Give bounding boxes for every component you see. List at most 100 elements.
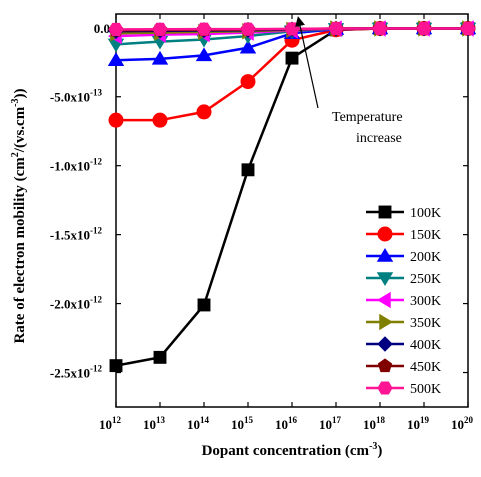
legend-label: 350K xyxy=(410,316,441,331)
triangle-up-marker xyxy=(376,248,394,262)
y-tick-label-exp: -12 xyxy=(90,157,102,167)
x-tick-label-exp: 14 xyxy=(200,415,210,425)
x-axis-title-sup: -3 xyxy=(369,441,377,452)
y-axis-title-main: Rate of electron mobility (cm xyxy=(12,157,28,344)
circle-marker xyxy=(196,104,212,120)
x-axis-title-end: ) xyxy=(377,443,382,459)
x-tick-label: 1019 xyxy=(407,415,430,432)
temperature-arrow xyxy=(295,16,319,109)
x-tick-label-base: 10 xyxy=(451,417,464,432)
x-tick-label-exp: 19 xyxy=(420,415,430,425)
y-tick-label: -1.0x10-12 xyxy=(50,157,103,174)
triangle-down-marker xyxy=(376,272,394,286)
legend-label: 100K xyxy=(410,206,441,221)
legend: 100K 150K 200K 250K 300K 350K 400K 450K 500K xyxy=(366,205,441,397)
x-tick-label: 1015 xyxy=(231,415,254,432)
y-tick-label-exp: -12 xyxy=(90,364,102,374)
y-axis-title-sup2: -3 xyxy=(10,98,21,106)
triangle-up-marker xyxy=(151,50,169,65)
hexagon-marker xyxy=(416,21,432,36)
legend-label: 450K xyxy=(410,360,441,375)
legend-label: 250K xyxy=(410,272,441,287)
y-axis-title: Rate of electron mobility (cm2/(vs.cm-3)… xyxy=(10,88,28,343)
x-tick-label-exp: 12 xyxy=(112,415,122,425)
x-tick-label: 1017 xyxy=(319,415,342,432)
hexagon-marker xyxy=(240,22,256,36)
legend-label: 150K xyxy=(410,228,441,243)
y-tick-label-base: 0.0 xyxy=(94,21,110,36)
hexagon-marker xyxy=(108,22,124,37)
y-tick-label: -2.0x10-12 xyxy=(50,295,103,312)
circle-marker xyxy=(240,74,256,90)
triangle-right-marker xyxy=(379,313,393,331)
x-tick-label: 1016 xyxy=(275,415,298,432)
circle-marker xyxy=(152,112,168,128)
hexagon-marker xyxy=(377,381,393,395)
x-tick-label-exp: 20 xyxy=(464,415,474,425)
x-tick-label-exp: 18 xyxy=(376,415,386,425)
hexagon-marker xyxy=(196,22,212,36)
axes: 1012 1013 1014 1015 1016 1017 1018 1019 10200.0-… xyxy=(50,14,474,432)
y-tick-label-exp: -12 xyxy=(90,226,102,236)
hexagon-marker xyxy=(328,21,344,36)
circle-marker xyxy=(108,112,124,128)
x-tick-label-base: 10 xyxy=(319,417,332,432)
hexagon-marker xyxy=(372,21,388,36)
x-tick-label: 1020 xyxy=(451,415,474,432)
legend-label: 200K xyxy=(410,250,441,265)
hexagon-marker xyxy=(460,21,476,36)
y-tick-label-base: -1.5x10 xyxy=(50,228,90,243)
x-axis-title-main: Dopant concentration (cm xyxy=(202,443,370,459)
y-axis-title-end: )) xyxy=(12,88,28,98)
hexagon-marker xyxy=(152,22,168,36)
x-tick-label-exp: 16 xyxy=(288,415,298,425)
x-tick-label-exp: 15 xyxy=(244,415,254,425)
annotation-line2: increase xyxy=(356,131,402,146)
x-tick-label: 1014 xyxy=(187,415,210,432)
x-tick-label: 1012 xyxy=(99,415,122,432)
square-marker xyxy=(109,359,123,373)
y-axis-title-mid: /(vs.cm xyxy=(12,106,28,153)
x-tick-label-base: 10 xyxy=(143,417,156,432)
legend-label: 500K xyxy=(410,382,441,397)
pentagon-marker xyxy=(377,358,393,373)
y-tick-label-base: -2.0x10 xyxy=(50,297,90,312)
y-tick-label-base: -2.5x10 xyxy=(50,366,90,381)
annotation-line1: Temperature xyxy=(332,110,403,125)
x-tick-label-base: 10 xyxy=(275,417,288,432)
x-tick-label-base: 10 xyxy=(363,417,376,432)
x-tick-label-exp: 17 xyxy=(332,415,342,425)
x-tick-label-base: 10 xyxy=(407,417,420,432)
legend-label: 300K xyxy=(410,294,441,309)
x-tick-label-exp: 13 xyxy=(156,415,166,425)
series-layer xyxy=(107,20,477,373)
y-tick-label-exp: -13 xyxy=(90,88,102,98)
triangle-up-marker xyxy=(107,52,125,66)
triangle-up-marker xyxy=(239,39,257,54)
x-tick-label-base: 10 xyxy=(231,417,244,432)
diamond-marker xyxy=(377,336,393,352)
legend-label: 400K xyxy=(410,338,441,353)
y-tick-label: 0.0 xyxy=(94,21,110,36)
square-marker xyxy=(241,163,255,177)
y-axis-title-sup1: 2 xyxy=(10,152,21,157)
x-tick-label-base: 10 xyxy=(99,417,112,432)
y-tick-label: -2.5x10-12 xyxy=(50,364,103,381)
y-tick-label-base: -5.0x10 xyxy=(50,90,90,105)
y-tick-label-base: -1.0x10 xyxy=(50,159,90,174)
x-tick-label-base: 10 xyxy=(187,417,200,432)
y-tick-label: -5.0x10-13 xyxy=(50,88,103,105)
square-marker xyxy=(378,205,392,219)
circle-marker xyxy=(377,226,393,242)
hexagon-marker xyxy=(284,22,300,36)
triangle-up-marker xyxy=(195,47,213,62)
square-marker xyxy=(153,350,167,364)
y-tick-label-exp: -12 xyxy=(90,295,102,305)
x-axis-title: Dopant concentration (cm-3) xyxy=(202,441,383,459)
x-tick-label: 1013 xyxy=(143,415,166,432)
y-tick-label: -1.5x10-12 xyxy=(50,226,103,243)
square-marker xyxy=(197,298,211,312)
triangle-left-marker xyxy=(377,291,391,309)
square-marker xyxy=(285,51,299,65)
